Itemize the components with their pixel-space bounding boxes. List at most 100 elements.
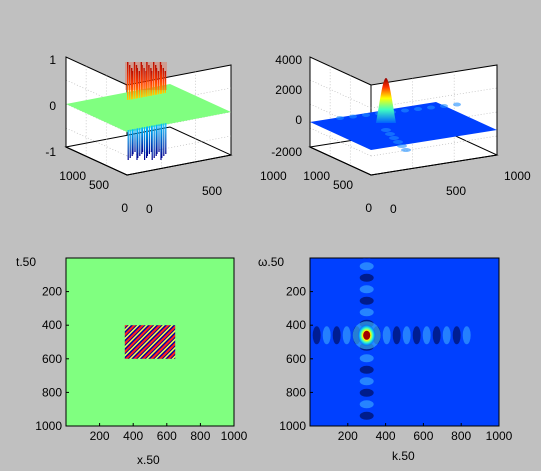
x-tick-label: 0 xyxy=(146,202,153,216)
lobe-vertical xyxy=(359,354,374,363)
tick-labels: 200 400 600 800 1000 200 400 600 800 1000 xyxy=(35,285,247,443)
lobe-horizontal xyxy=(382,326,391,345)
x-axis-label: x.50 xyxy=(137,453,160,467)
z-tick-label: 2000 xyxy=(275,83,302,97)
lobe-vertical xyxy=(359,296,374,305)
ripple xyxy=(389,136,399,140)
spike-down xyxy=(144,127,146,160)
lobe-vertical xyxy=(359,262,374,271)
ripple xyxy=(414,107,422,111)
image-plot-signal: 200 400 600 800 1000 200 400 600 800 1000 x.50 t.… xyxy=(16,255,248,467)
spike-up xyxy=(131,68,133,100)
spike-up xyxy=(136,68,138,99)
y-tick-label: 1000 xyxy=(35,419,62,433)
spike-down xyxy=(131,129,133,156)
x-tick-label: 1000 xyxy=(486,429,513,443)
lobe-vertical xyxy=(359,365,374,374)
x-tick-label: 1000 xyxy=(504,169,531,183)
spike-down xyxy=(150,125,152,152)
y-tick-label: 400 xyxy=(286,318,306,332)
x-tick-label: 500 xyxy=(202,184,222,198)
z-tick-label: 0 xyxy=(49,99,56,113)
spike-down xyxy=(163,123,165,156)
x-tick-label: 400 xyxy=(123,429,143,443)
y-tick-label: 500 xyxy=(89,178,109,192)
x-tick-label: 600 xyxy=(157,429,177,443)
spike-down xyxy=(132,129,134,154)
front-edges xyxy=(65,57,232,176)
ripple xyxy=(385,132,395,136)
spike-up xyxy=(159,62,162,94)
spike-up xyxy=(151,71,153,96)
ripple xyxy=(440,104,448,108)
x-tick-label: 1000 xyxy=(221,429,248,443)
x-tick-label: 800 xyxy=(190,429,210,443)
ripple xyxy=(349,114,357,119)
spike-up xyxy=(145,71,147,97)
spike-up xyxy=(160,65,162,94)
y-tick-label: 1000 xyxy=(59,169,86,183)
spike-down xyxy=(156,124,158,154)
spectrum-surface xyxy=(310,102,497,150)
lobe-horizontal xyxy=(402,326,411,345)
ripple xyxy=(397,144,407,148)
z-tick-label: 1 xyxy=(49,53,56,67)
tick-labels: 200 400 600 800 1000 200 400 600 800 1000 xyxy=(279,285,512,443)
spike-up xyxy=(135,65,138,99)
spike-down xyxy=(136,128,138,160)
ripple xyxy=(336,116,344,120)
y-tick-label: 600 xyxy=(286,352,306,366)
spectrum-peak xyxy=(376,78,396,123)
lobe-horizontal xyxy=(432,326,441,345)
lobe-horizontal xyxy=(342,326,351,345)
z-tick-label: -1 xyxy=(45,145,56,159)
lobe-vertical xyxy=(359,308,374,317)
lobe-horizontal xyxy=(422,326,431,345)
x-tick-label: 0 xyxy=(390,202,397,216)
spike-up xyxy=(155,65,157,95)
lobe-vertical xyxy=(359,273,374,282)
x-tick-label: 600 xyxy=(413,429,433,443)
lobe-horizontal xyxy=(312,326,321,345)
z-tick-label: 4000 xyxy=(275,53,302,67)
ripple xyxy=(393,140,403,144)
spike-down xyxy=(146,126,148,156)
spike-up xyxy=(138,71,140,98)
spike-up xyxy=(131,71,134,100)
ripple xyxy=(362,113,370,117)
y-tick-label: 800 xyxy=(42,385,62,399)
x-tick-label: 400 xyxy=(376,429,396,443)
lobe-horizontal xyxy=(412,326,421,345)
x-tick-label: 200 xyxy=(90,429,110,443)
spike-down xyxy=(146,126,148,158)
y-tick-label: 1000 xyxy=(303,169,330,183)
spike-down xyxy=(158,124,160,152)
spike-up xyxy=(146,62,148,97)
lobe-horizontal xyxy=(452,326,461,345)
spectrum-pattern xyxy=(312,258,471,420)
peak-core xyxy=(363,330,371,340)
x-tick-label: 800 xyxy=(451,429,471,443)
ripple xyxy=(427,105,435,110)
x-tick-label: 200 xyxy=(338,429,358,443)
block-top xyxy=(125,62,167,90)
spike-up xyxy=(153,62,155,96)
spike-up xyxy=(157,71,160,95)
y-tick-label: 0 xyxy=(365,201,372,215)
lobe-horizontal xyxy=(442,326,451,345)
signal-block-spikes xyxy=(125,62,167,160)
y-tick-label: 200 xyxy=(42,285,62,299)
spike-down xyxy=(161,123,163,158)
lobe-horizontal xyxy=(322,326,331,345)
lobe-horizontal xyxy=(392,326,401,345)
spike-down xyxy=(165,123,167,154)
spike-down xyxy=(134,128,136,152)
spike-down xyxy=(129,129,131,158)
spike-up xyxy=(143,68,145,97)
z-tick-label: -2000 xyxy=(271,145,302,159)
zero-plane xyxy=(66,84,231,132)
spike-down xyxy=(153,125,155,158)
